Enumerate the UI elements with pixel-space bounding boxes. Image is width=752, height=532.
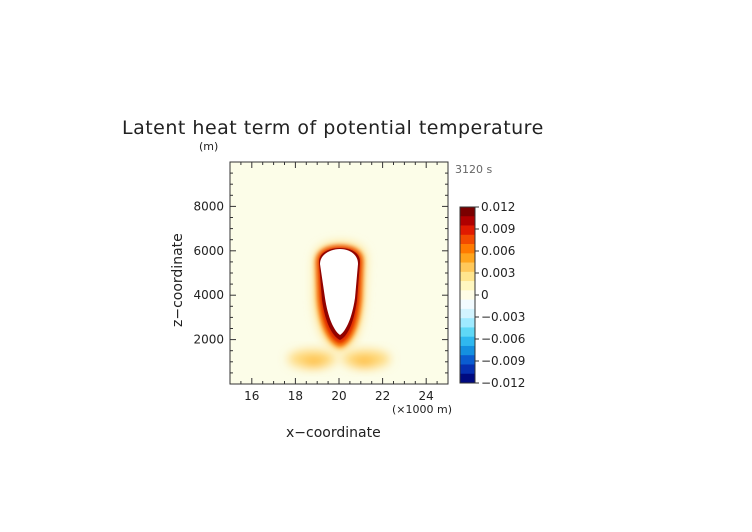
x-tick-label: 16	[244, 389, 259, 403]
colorbar-tick-label: 0.006	[481, 244, 515, 258]
y-tick-label: 8000	[193, 199, 224, 213]
x-unit-label: (×1000 m)	[392, 403, 452, 416]
x-tick-label: 24	[419, 389, 434, 403]
colorbar-segment	[460, 244, 475, 254]
colorbar-segment	[460, 308, 475, 319]
y-axis-label: z−coordinate	[170, 233, 186, 327]
colorbar-tick-label: −0.009	[481, 354, 525, 368]
colorbar-tick-label: 0.012	[481, 200, 515, 214]
x-ticks: 16 18 20 22 24	[229, 162, 449, 403]
x-tick-label: 20	[331, 389, 346, 403]
colorbar-tick-label: −0.006	[481, 332, 525, 346]
colorbar-segment	[460, 262, 475, 273]
heatmap-field	[288, 242, 390, 368]
colorbar-tick-label: 0	[481, 288, 489, 302]
x-tick-label: 18	[288, 389, 303, 403]
colorbar-segment	[460, 336, 475, 347]
colorbar-segment	[460, 290, 475, 300]
colorbar-segment	[460, 225, 475, 236]
colorbar-segment	[460, 373, 475, 384]
lower-wings	[288, 350, 390, 368]
colorbar-segment	[460, 271, 475, 282]
y-tick-label: 6000	[193, 244, 224, 258]
colorbar-segment	[460, 234, 475, 245]
colorbar-segment	[460, 327, 475, 337]
colorbar-tick-label: 0.003	[481, 266, 515, 280]
colorbar-segment	[460, 299, 475, 310]
colorbar: 0.012 0.009 0.006 0.003 0 −0.003 −0.006 −0.009 −…	[459, 200, 525, 390]
y-ticks: 2000 4000 6000 8000	[193, 161, 448, 385]
x-axis-label: x−coordinate	[286, 425, 381, 441]
colorbar-segment	[460, 364, 475, 375]
cloud-core	[320, 249, 358, 335]
chart-title: Latent heat term of potential temperatur…	[122, 117, 544, 139]
colorbar-segment	[460, 207, 475, 217]
colorbar-tick-label: −0.012	[481, 376, 525, 390]
x-tick-label: 22	[375, 389, 390, 403]
colorbar-segment	[460, 281, 475, 291]
y-tick-label: 2000	[193, 333, 224, 347]
colorbar-segment	[460, 355, 475, 365]
colorbar-segment	[460, 216, 475, 226]
colorbar-segment	[460, 253, 475, 263]
time-label: 3120 s	[455, 163, 492, 176]
colorbar-segment	[460, 345, 475, 356]
colorbar-tick-label: −0.003	[481, 310, 525, 324]
y-tick-label: 4000	[193, 288, 224, 302]
colorbar-segment	[460, 318, 475, 328]
colorbar-tick-label: 0.009	[481, 222, 515, 236]
y-unit-label: (m)	[199, 140, 218, 153]
